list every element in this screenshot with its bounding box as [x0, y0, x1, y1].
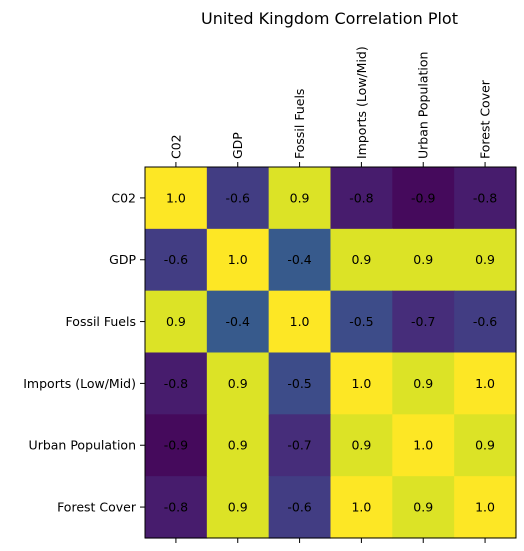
heatmap-cell [268, 414, 332, 477]
heatmap-cell [206, 290, 270, 354]
cell-value-label: 1.0 [475, 376, 495, 391]
heatmap-cell [206, 228, 270, 292]
cell-value-label: 0.9 [228, 376, 248, 391]
heatmap-cell [392, 228, 455, 292]
cell-value-label: -0.9 [411, 190, 435, 205]
heatmap-cell [392, 352, 455, 415]
y-tick-label-urban-population: Urban Population [29, 438, 136, 453]
cell-value-label: 0.9 [351, 438, 371, 453]
heatmap-cell [330, 414, 393, 477]
cell-value-label: -0.9 [164, 438, 188, 453]
cell-value-label: -0.8 [164, 500, 188, 515]
y-tick-label-imports-low-mid: Imports (Low/Mid) [23, 376, 136, 391]
heatmap-cell [268, 352, 332, 415]
y-axis-ticks: C02 GDP Fossil Fuels Imports (Low/Mid) Urban… [23, 190, 145, 515]
cell-value-label: -0.6 [473, 314, 497, 329]
cell-value-label: -0.8 [473, 190, 497, 205]
heatmap-cell [268, 228, 332, 292]
cell-value-label: 0.9 [475, 252, 495, 267]
cell-value-label: 1.0 [290, 314, 310, 329]
heatmap-cell [268, 476, 332, 539]
x-tick-label-urban-population: Urban Population [416, 52, 431, 159]
heatmap-cell [145, 290, 208, 354]
heatmap-cell [454, 414, 517, 477]
plot-frame [144, 166, 517, 539]
heatmap-cell [268, 290, 332, 354]
heatmap-cell [330, 352, 393, 415]
cell-value-label: -0.4 [287, 252, 311, 267]
cell-value-label: 0.9 [228, 500, 248, 515]
heatmap-cell [330, 228, 393, 292]
x-tick-label-c02: C02 [168, 134, 183, 159]
cell-value-label: -0.8 [349, 190, 373, 205]
y-tick-label-c02: C02 [111, 190, 136, 205]
heatmap-cell [454, 476, 517, 539]
heatmap-cell [206, 167, 270, 230]
heatmap-cell [268, 167, 332, 230]
cell-value-label: -0.4 [226, 314, 250, 329]
cell-value-label: -0.6 [226, 190, 250, 205]
heatmap-cell [145, 352, 208, 415]
cell-value-label: 0.9 [475, 438, 495, 453]
x-tick-label-gdp: GDP [230, 132, 245, 159]
heatmap-cell [330, 290, 393, 354]
heatmap-cell [392, 476, 455, 539]
heatmap-cell [454, 290, 517, 354]
heatmap-cell [392, 414, 455, 477]
cell-value-label: -0.6 [287, 500, 311, 515]
cell-value-label: -0.7 [287, 438, 311, 453]
heatmap-cell [392, 290, 455, 354]
cell-value-label: -0.7 [411, 314, 435, 329]
heatmap-cell [454, 228, 517, 292]
cell-value-label: 1.0 [351, 376, 371, 391]
cell-value-label: 0.9 [166, 314, 186, 329]
cell-value-label: 1.0 [475, 500, 495, 515]
heatmap-cell [206, 414, 270, 477]
cell-value-label: 1.0 [351, 500, 371, 515]
heatmap-cell [392, 167, 455, 230]
chart-title: United Kingdom Correlation Plot [201, 9, 458, 28]
cell-value-label: 0.9 [413, 376, 433, 391]
heatmap-cell [330, 476, 393, 539]
cell-value-label: -0.5 [349, 314, 373, 329]
heatmap-cell [454, 167, 517, 230]
heatmap-cell [145, 414, 208, 477]
cell-value-label: 1.0 [166, 190, 186, 205]
cell-value-label: -0.6 [164, 252, 188, 267]
cell-value-label: 1.0 [228, 252, 248, 267]
cell-value-label: 0.9 [413, 252, 433, 267]
x-tick-label-forest-cover: Forest Cover [478, 79, 493, 159]
y-tick-label-fossil-fuels: Fossil Fuels [66, 314, 136, 329]
x-axis-ticks: C02 GDP Fossil Fuels Imports (Low/Mid) Urban… [168, 46, 493, 543]
heatmap-cell [145, 476, 208, 539]
y-tick-label-forest-cover: Forest Cover [57, 500, 137, 515]
cell-value-label: 1.0 [413, 438, 433, 453]
heatmap-cell [206, 352, 270, 415]
heatmap-cell [145, 167, 208, 230]
cell-value-label: 0.9 [290, 190, 310, 205]
cell-value-label: -0.5 [287, 376, 311, 391]
heatmap-cell [206, 476, 270, 539]
cell-value-label: 0.9 [413, 500, 433, 515]
y-tick-label-gdp: GDP [109, 252, 136, 267]
x-tick-label-fossil-fuels: Fossil Fuels [292, 89, 307, 159]
cell-value-label: -0.8 [164, 376, 188, 391]
heatmap-cell [454, 352, 517, 415]
heatmap-cell-labels: 1.0 -0.6 0.9 -0.8 -0.9 -0.8 -0.6 1.0 -0.4 0.9 0.9 0… [164, 190, 498, 514]
heatmap-cell [330, 167, 393, 230]
heatmap-cell [145, 228, 208, 292]
x-tick-label-imports-low-mid: Imports (Low/Mid) [354, 46, 369, 159]
cell-value-label: 0.9 [351, 252, 371, 267]
cell-value-label: 0.9 [228, 438, 248, 453]
heatmap-cells [145, 167, 517, 539]
